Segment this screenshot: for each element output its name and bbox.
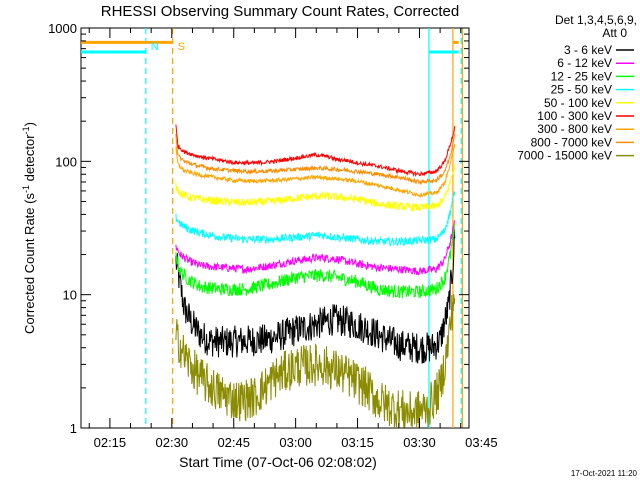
legend-label: 800 - 7000 keV [531, 135, 612, 149]
y-tick-label: 1 [70, 421, 77, 436]
legend-label: 25 - 50 keV [551, 83, 612, 97]
y-axis: 1 10 100 1000 [48, 21, 469, 436]
series-line [175, 133, 456, 186]
x-tick-label: 03:45 [465, 435, 498, 450]
legend-header-2: Att 0 [602, 26, 627, 40]
y-axis-label-sup1: -1 [21, 185, 31, 193]
footer-date: 17-Oct-2021 11:20 [571, 469, 638, 478]
legend-label: 6 - 12 keV [557, 56, 612, 70]
legend-label: 100 - 300 keV [537, 109, 612, 123]
y-axis-label: Corrected Count Rate (s-1 detector-1) [21, 122, 37, 334]
legend-label: 12 - 25 keV [551, 69, 612, 83]
series-line [175, 144, 456, 199]
x-tick-label: 03:15 [341, 435, 374, 450]
legend-label: 3 - 6 keV [564, 43, 612, 57]
series-line [175, 124, 456, 178]
y-axis-label-end: ) [22, 122, 37, 126]
state-marker: N [151, 41, 159, 53]
series-line [175, 191, 456, 247]
series-line [175, 223, 456, 299]
legend-header-1: Det 1,3,4,5,6,9, [555, 13, 637, 27]
state-marker: S [178, 41, 185, 53]
x-axis-label: Start Time (07-Oct-06 02:08:02) [179, 454, 377, 470]
legend-label: 300 - 800 keV [537, 122, 612, 136]
x-tick-label: 03:30 [403, 435, 436, 450]
y-tick-label: 1000 [48, 21, 77, 36]
series-lines [175, 124, 456, 429]
chart-title: RHESSI Observing Summary Count Rates, Co… [101, 3, 459, 20]
series-line [175, 164, 456, 213]
y-axis-label-mid: detector [22, 134, 37, 185]
x-tick-label: 03:00 [279, 435, 312, 450]
y-tick-label: 10 [63, 288, 77, 303]
x-tick-label: 02:15 [94, 435, 127, 450]
y-tick-label: 100 [55, 154, 77, 169]
x-tick-label: 02:45 [217, 435, 250, 450]
x-tick-label: 02:30 [156, 435, 189, 450]
x-axis: 02:15 02:30 02:45 03:00 03:15 03:30 03:45 [88, 28, 498, 450]
y-axis-label-main: Corrected Count Rate (s [22, 193, 37, 334]
series-line [175, 294, 456, 429]
y-axis-label-sup2: -1 [21, 126, 31, 134]
legend-label: 50 - 100 keV [544, 96, 612, 110]
attenuator-bars [81, 40, 459, 54]
series-line [175, 229, 456, 364]
series-line [175, 220, 456, 276]
legend-label: 7000 - 15000 keV [517, 149, 612, 163]
